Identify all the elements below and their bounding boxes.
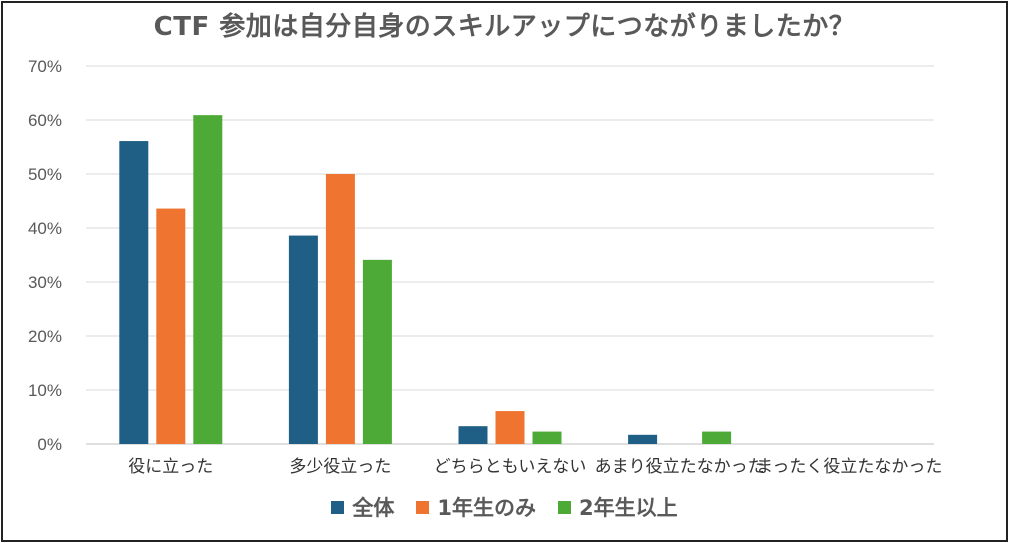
bar-overall [458,426,488,444]
y-tick-label: 40% [28,219,62,238]
bar-second-year-plus [193,115,223,444]
legend-item-first-year: 1年生のみ [416,492,536,522]
bar-second-year-plus [362,259,392,444]
legend-swatch-first-year [416,500,430,514]
bar-first-year [495,411,525,444]
y-tick-label: 20% [28,327,62,346]
x-category-label: あまり役立たなかった [595,457,765,477]
bar-second-year-plus [702,431,732,444]
legend-item-second-year-plus: 2年生以上 [558,492,678,522]
y-tick-label: 50% [28,165,62,184]
legend-label-first-year: 1年生のみ [437,496,536,520]
legend-swatch-second-year-plus [558,500,571,514]
y-tick-label: 30% [28,273,62,292]
x-category-label: まったく役立たなかった [756,457,942,477]
y-tick-label: 60% [28,111,62,130]
bar-first-year [156,208,186,444]
legend-label-second-year-plus: 2年生以上 [579,496,678,520]
x-category-label: 役に立った [128,457,213,477]
y-tick-label: 10% [28,381,62,400]
legend: 全体 1年生のみ 2年生以上 [0,492,1009,522]
legend-item-overall: 全体 [331,492,394,522]
y-tick-label: 0% [37,435,62,454]
bar-second-year-plus [532,431,562,444]
x-category-label: どちらともいえない [434,457,587,477]
legend-swatch-overall [331,500,345,514]
bar-overall [288,235,318,444]
y-tick-label: 70% [28,57,62,76]
chart-title: CTF 参加は自分自身のスキルアップにつながりましたか？ [153,12,856,42]
legend-label-overall: 全体 [352,496,395,520]
bar-first-year [325,174,355,444]
bar-overall [628,434,658,444]
x-category-label: 多少役立った [289,457,391,477]
bar-overall [119,141,149,444]
